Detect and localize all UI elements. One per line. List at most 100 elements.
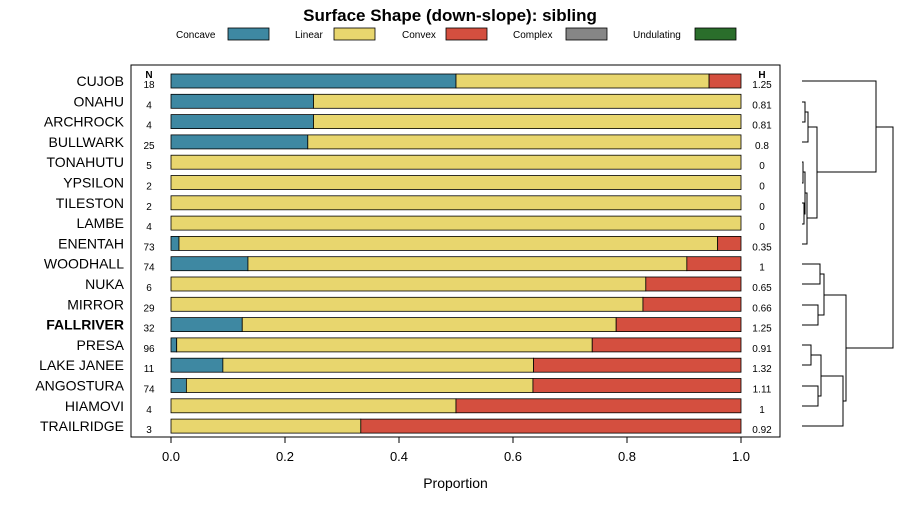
legend-label-convex: Convex [402, 30, 436, 41]
legend: Concave Linear Convex Complex Undulating [176, 27, 737, 41]
legend-label-undulating: Undulating [633, 30, 681, 41]
n-value: 32 [143, 324, 155, 335]
n-value: 73 [143, 242, 155, 253]
bar-segment-linear [241, 317, 617, 333]
category-label: BULLWARK [49, 134, 125, 150]
n-value: 74 [143, 263, 155, 274]
bar-segment-concave [170, 357, 224, 373]
category-label: ONAHU [73, 93, 124, 109]
bar-segment-linear [455, 73, 710, 89]
dendrogram-branch [802, 101, 806, 123]
bar-segment-convex [360, 418, 742, 434]
bar-segment-concave [170, 134, 309, 150]
h-value: 0.81 [752, 100, 772, 111]
category-label: ENENTAH [58, 235, 124, 251]
category-label: NUKA [85, 276, 125, 292]
category-label: CUJOB [77, 73, 124, 89]
legend-label-linear: Linear [295, 30, 323, 41]
plot-panel [130, 64, 781, 438]
category-label: ARCHROCK [44, 114, 125, 130]
bar-segment-linear [170, 398, 457, 414]
legend-swatch-linear [333, 27, 376, 41]
n-value: 2 [146, 202, 152, 213]
n-value: 4 [146, 121, 152, 132]
dendrogram [802, 80, 894, 427]
bar-segment-linear [307, 134, 742, 150]
bar-segment-concave [170, 317, 243, 333]
bar-segment-concave [170, 235, 180, 251]
bar-segment-linear [176, 337, 593, 353]
n-value: 6 [146, 283, 152, 294]
n-value: 5 [146, 161, 152, 172]
bar-segment-linear [178, 235, 719, 251]
chart-title: Surface Shape (down-slope): sibling [303, 6, 597, 25]
bar-segment-convex [645, 276, 742, 292]
n-header: N [145, 70, 152, 81]
bar-segment-linear [170, 195, 742, 211]
n-value: 11 [144, 364, 155, 375]
x-tick-label: 0.6 [504, 449, 522, 464]
h-value: 1.11 [753, 385, 772, 396]
n-value: 3 [146, 425, 152, 436]
n-value: 96 [143, 344, 155, 355]
h-value: 0.91 [752, 344, 772, 355]
legend-label-concave: Concave [176, 30, 216, 41]
n-value: 29 [143, 303, 155, 314]
bar-segment-convex [686, 256, 742, 272]
dendrogram-branch [811, 354, 822, 397]
bar-segment-concave [170, 93, 314, 109]
category-label: PRESA [77, 337, 125, 353]
category-label: LAKE JANEE [39, 357, 124, 373]
bar-segment-convex [642, 296, 742, 312]
h-value: 0 [759, 222, 765, 233]
h-value: 0.92 [752, 425, 772, 436]
n-value: 74 [143, 385, 155, 396]
dendrogram-branch [802, 202, 805, 225]
bar-segment-convex [455, 398, 742, 414]
n-value: 2 [146, 182, 152, 193]
dendrogram-branch [802, 344, 812, 366]
h-value: 0.81 [752, 121, 772, 132]
bar-segment-convex [615, 317, 742, 333]
category-label: LAMBE [77, 215, 124, 231]
bar-segment-concave [170, 114, 314, 129]
bar-segment-convex [708, 73, 742, 89]
legend-swatch-complex [565, 27, 608, 41]
category-label: TRAILRIDGE [40, 418, 124, 434]
dendrogram-branch [802, 304, 819, 326]
h-value: 1 [759, 405, 765, 416]
dendrogram-branch [802, 385, 819, 407]
bar-segment-concave [170, 73, 457, 89]
category-label: WOODHALL [44, 256, 124, 272]
bar-segment-linear [170, 215, 742, 231]
x-tick-label: 0.2 [276, 449, 294, 464]
n-value: 4 [146, 222, 152, 233]
bar-segment-convex [591, 337, 742, 353]
bar-segment-linear [313, 93, 742, 109]
x-tick-label: 0.0 [162, 449, 180, 464]
bar-segment-linear [247, 256, 688, 272]
bar-segment-linear [170, 276, 647, 292]
x-tick-label: 0.4 [390, 449, 408, 464]
x-tick-label: 1.0 [732, 449, 750, 464]
h-value: 1.25 [752, 80, 772, 91]
h-value: 0 [759, 202, 765, 213]
bar-segment-linear [185, 378, 534, 393]
category-label: YPSILON [63, 175, 124, 191]
bar-segment-convex [532, 378, 742, 393]
category-label: HIAMOVI [65, 398, 124, 414]
n-value: 18 [143, 80, 155, 91]
bar-segment-linear [170, 296, 644, 312]
h-value: 0.8 [755, 141, 769, 152]
category-label: TONAHUTU [46, 154, 124, 170]
dendrogram-branch [818, 273, 825, 316]
legend-swatch-concave [227, 27, 270, 41]
h-value: 0 [759, 161, 765, 172]
bar-segment-concave [170, 337, 178, 353]
legend-label-complex: Complex [513, 30, 552, 41]
x-axis: 0.0 0.2 0.4 0.6 0.8 1.0 [162, 437, 750, 464]
h-value: 1.25 [752, 324, 772, 335]
h-value: 1 [759, 263, 765, 274]
